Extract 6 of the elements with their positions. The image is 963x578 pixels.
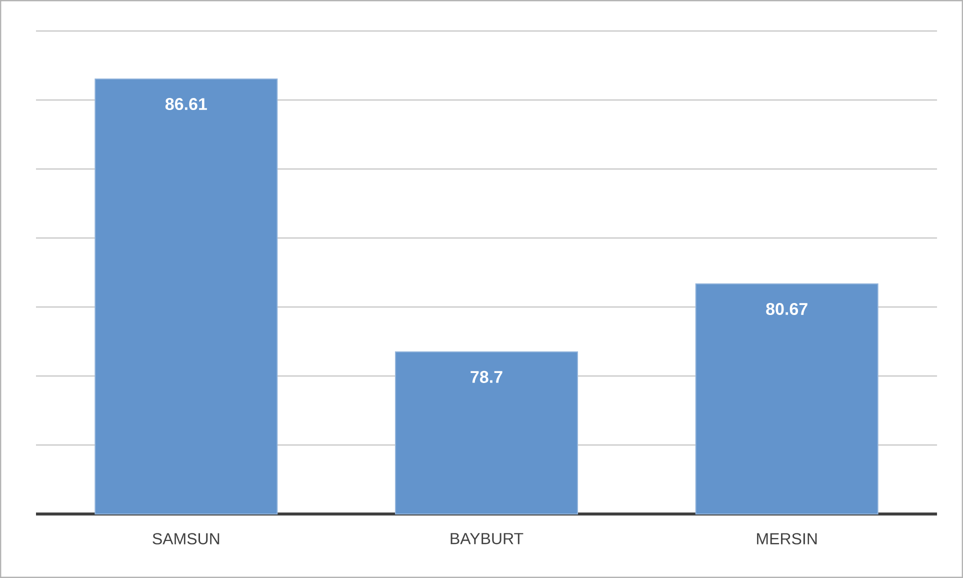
x-tick-label: BAYBURT [450,533,524,544]
data-label: 78.7 [470,370,502,383]
x-tick-label: MERSIN [757,533,817,544]
x-tick-label: SAMSUN [152,533,220,544]
data-label: 80.67 [766,302,808,315]
data-label: 86.61 [165,98,207,110]
